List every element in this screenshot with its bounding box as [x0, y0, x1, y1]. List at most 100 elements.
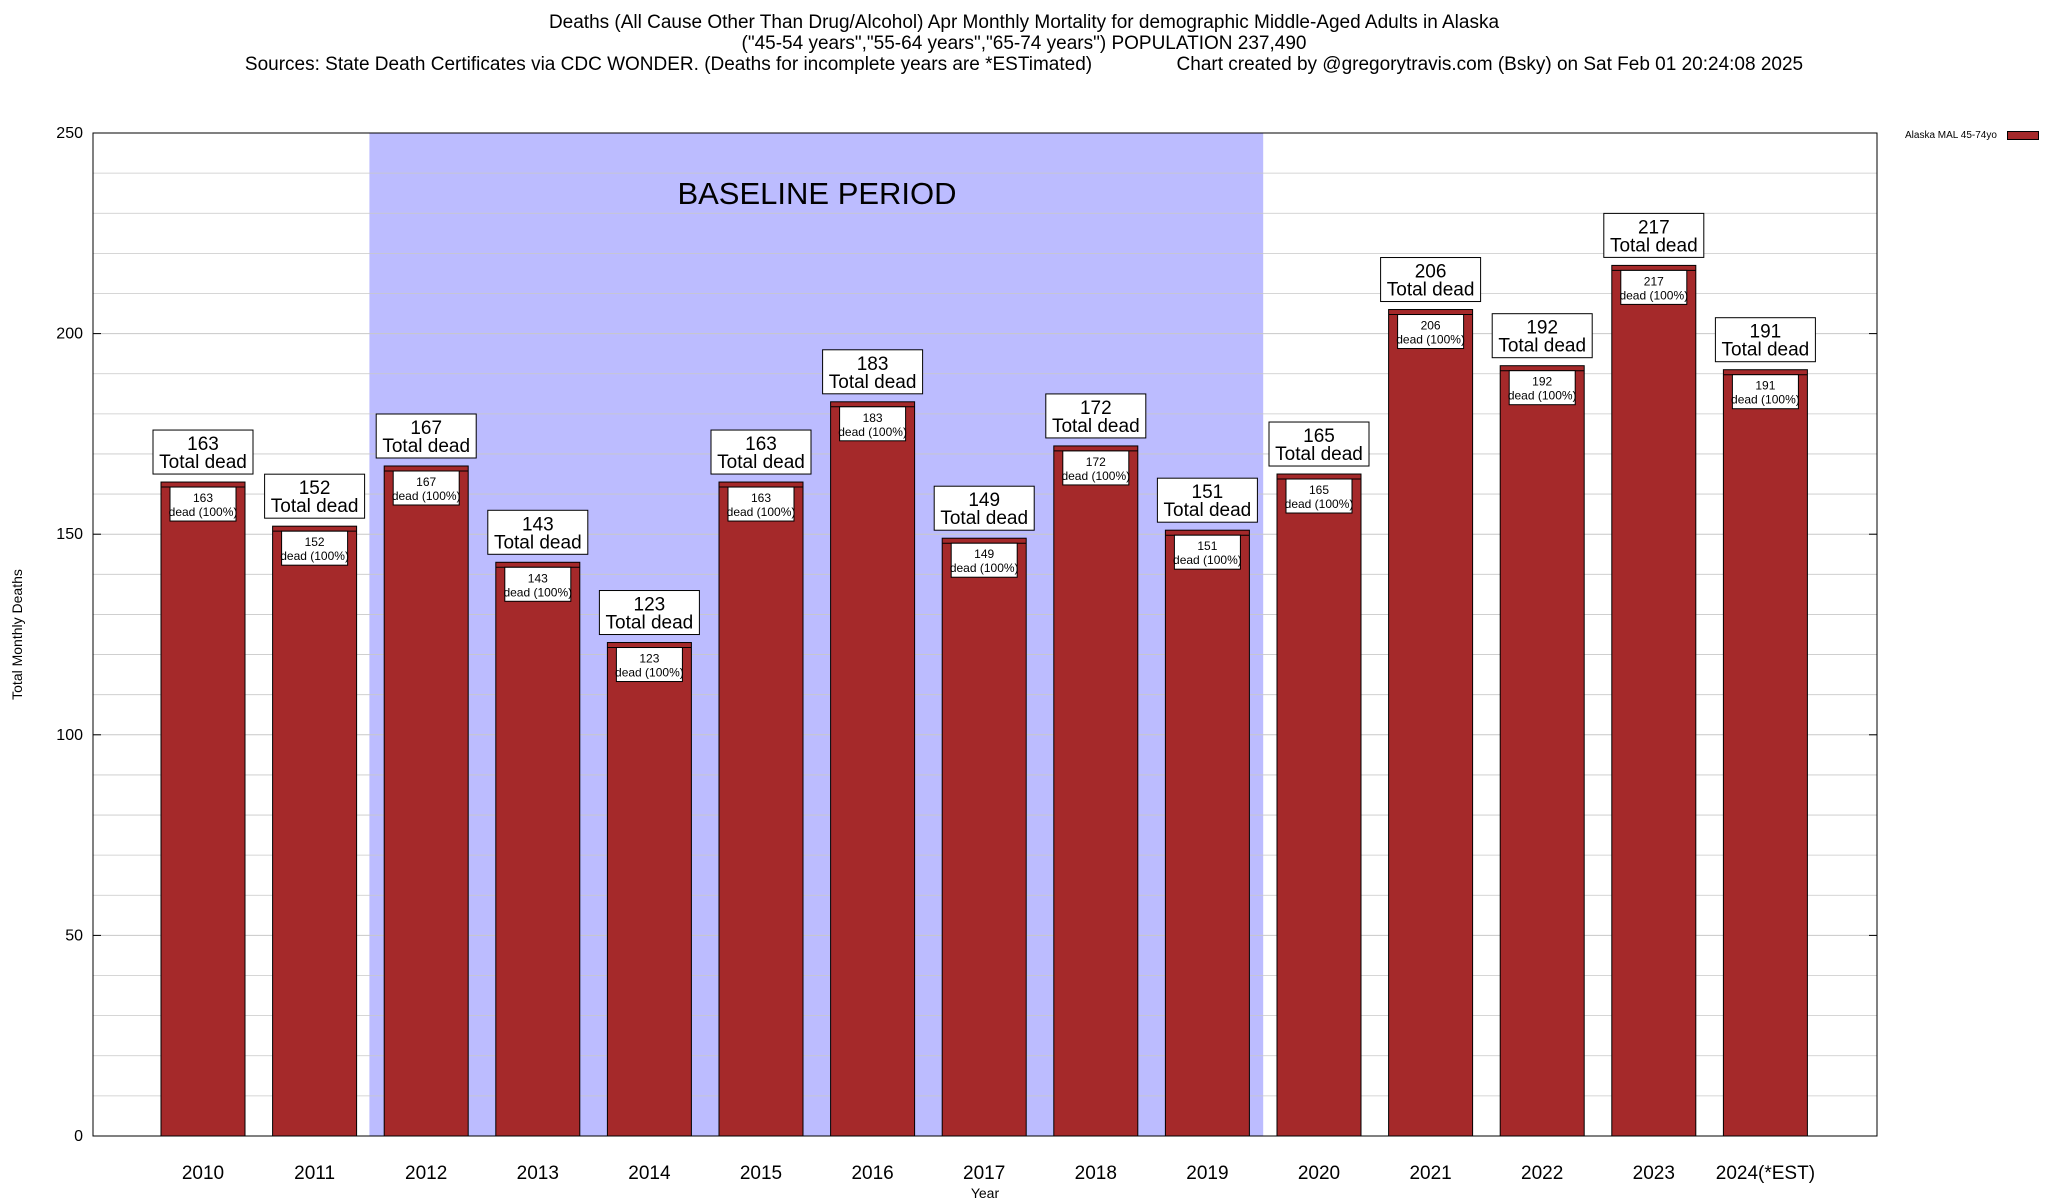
legend-swatch	[2006, 131, 2039, 140]
top-total-label: Total dead	[1275, 444, 1363, 465]
bar	[160, 481, 246, 1137]
top-total-label: Total dead	[159, 452, 247, 473]
inner-value-label: 167	[416, 475, 436, 489]
x-tick-label: 2020	[1298, 1163, 1340, 1184]
bar	[383, 465, 469, 1137]
top-total-label: Total dead	[1610, 235, 1698, 256]
top-total-label: Total dead	[1164, 500, 1252, 521]
inner-percent-label: dead (100%)	[727, 505, 796, 519]
x-tick-label: 2017	[963, 1163, 1005, 1184]
top-value-label: 172	[1080, 398, 1112, 419]
inner-label-box	[1285, 478, 1353, 514]
inner-label-box	[1062, 450, 1130, 486]
bar	[1611, 264, 1697, 1137]
y-tick-label: 250	[56, 125, 83, 142]
top-total-label: Total dead	[1722, 340, 1810, 361]
top-value-label: 163	[187, 434, 219, 455]
top-total-label: Total dead	[717, 452, 805, 473]
inner-percent-label: dead (100%)	[1285, 497, 1354, 511]
bar	[830, 401, 916, 1137]
inner-value-label: 123	[639, 652, 659, 666]
legend-label: Alaska MAL 45-74yo	[1905, 130, 1997, 141]
inner-value-label: 206	[1421, 319, 1441, 333]
x-tick-label: 2012	[405, 1163, 447, 1184]
inner-value-label: 192	[1532, 375, 1552, 389]
top-value-label: 206	[1415, 262, 1447, 283]
inner-value-label: 191	[1755, 379, 1775, 393]
inner-percent-label: dead (100%)	[1061, 469, 1130, 483]
inner-value-label: 163	[193, 491, 213, 505]
top-label-box	[1603, 212, 1705, 258]
bar	[1388, 309, 1474, 1137]
top-label-box	[1156, 477, 1258, 523]
top-value-label: 149	[968, 490, 1000, 511]
inner-label-box	[504, 566, 572, 602]
legend: Alaska MAL 45-74yo	[1905, 130, 2039, 141]
x-tick-label: 2013	[517, 1163, 559, 1184]
top-value-label: 165	[1303, 426, 1335, 447]
inner-label-box	[950, 542, 1018, 578]
inner-label-box	[1508, 370, 1576, 406]
inner-percent-label: dead (100%)	[1173, 553, 1242, 567]
top-label-box	[822, 349, 924, 395]
inner-label-box	[615, 647, 683, 683]
y-tick-label: 100	[56, 727, 83, 744]
y-tick-label: 150	[56, 526, 83, 543]
title-line-3: Sources: State Death Certificates via CD…	[244, 54, 1804, 75]
x-tick-label: 2024(*EST)	[1716, 1163, 1815, 1184]
top-label-box	[933, 485, 1035, 531]
top-label-box	[264, 473, 366, 519]
inner-value-label: 163	[751, 491, 771, 505]
top-label-box	[1491, 313, 1593, 359]
top-total-label: Total dead	[382, 436, 470, 457]
inner-value-label: 152	[305, 535, 325, 549]
inner-percent-label: dead (100%)	[1619, 288, 1688, 302]
top-total-label: Total dead	[1387, 280, 1475, 301]
inner-percent-label: dead (100%)	[169, 505, 238, 519]
inner-label-box	[1397, 314, 1465, 350]
inner-value-label: 149	[974, 547, 994, 561]
inner-value-label: 165	[1309, 483, 1329, 497]
bar	[718, 481, 804, 1137]
top-total-label: Total dead	[940, 508, 1028, 529]
y-tick-label: 0	[74, 1128, 83, 1145]
x-tick-label: 2018	[1075, 1163, 1117, 1184]
top-label-box	[1045, 393, 1147, 439]
inner-value-label: 151	[1197, 539, 1217, 553]
x-axis-title: Year	[971, 1185, 1000, 1200]
bar	[606, 642, 692, 1137]
x-tick-label: 2019	[1186, 1163, 1228, 1184]
inner-percent-label: dead (100%)	[503, 585, 572, 599]
top-label-box	[375, 413, 477, 459]
inner-label-box	[169, 486, 237, 522]
inner-label-box	[392, 470, 460, 506]
x-tick-label: 2011	[294, 1163, 335, 1184]
x-tick-label: 2016	[851, 1163, 893, 1184]
bar	[1053, 445, 1139, 1137]
y-axis-title: Total Monthly Deaths	[9, 569, 25, 700]
y-tick-label: 50	[65, 927, 83, 944]
inner-value-label: 172	[1086, 455, 1106, 469]
top-total-label: Total dead	[494, 532, 582, 553]
top-value-label: 163	[745, 434, 777, 455]
top-label-box	[1714, 317, 1816, 363]
inner-percent-label: dead (100%)	[392, 489, 461, 503]
inner-percent-label: dead (100%)	[1396, 333, 1465, 347]
bar	[1164, 529, 1250, 1137]
title-line-1: Deaths (All Cause Other Than Drug/Alcoho…	[548, 12, 1500, 33]
baseline-period-label: BASELINE PERIOD	[677, 176, 956, 211]
top-value-label: 143	[522, 514, 554, 535]
inner-percent-label: dead (100%)	[1731, 393, 1800, 407]
inner-label-box	[1620, 269, 1688, 305]
top-value-label: 191	[1750, 322, 1782, 343]
inner-label-box	[839, 406, 907, 442]
top-value-label: 151	[1192, 482, 1224, 503]
x-tick-label: 2022	[1521, 1163, 1563, 1184]
chart-title: Deaths (All Cause Other Than Drug/Alcoho…	[0, 12, 2048, 75]
y-tick-label: 200	[56, 326, 83, 343]
top-value-label: 192	[1526, 318, 1558, 339]
inner-percent-label: dead (100%)	[615, 666, 684, 680]
bar	[1499, 365, 1585, 1137]
inner-label-box	[1731, 374, 1799, 410]
